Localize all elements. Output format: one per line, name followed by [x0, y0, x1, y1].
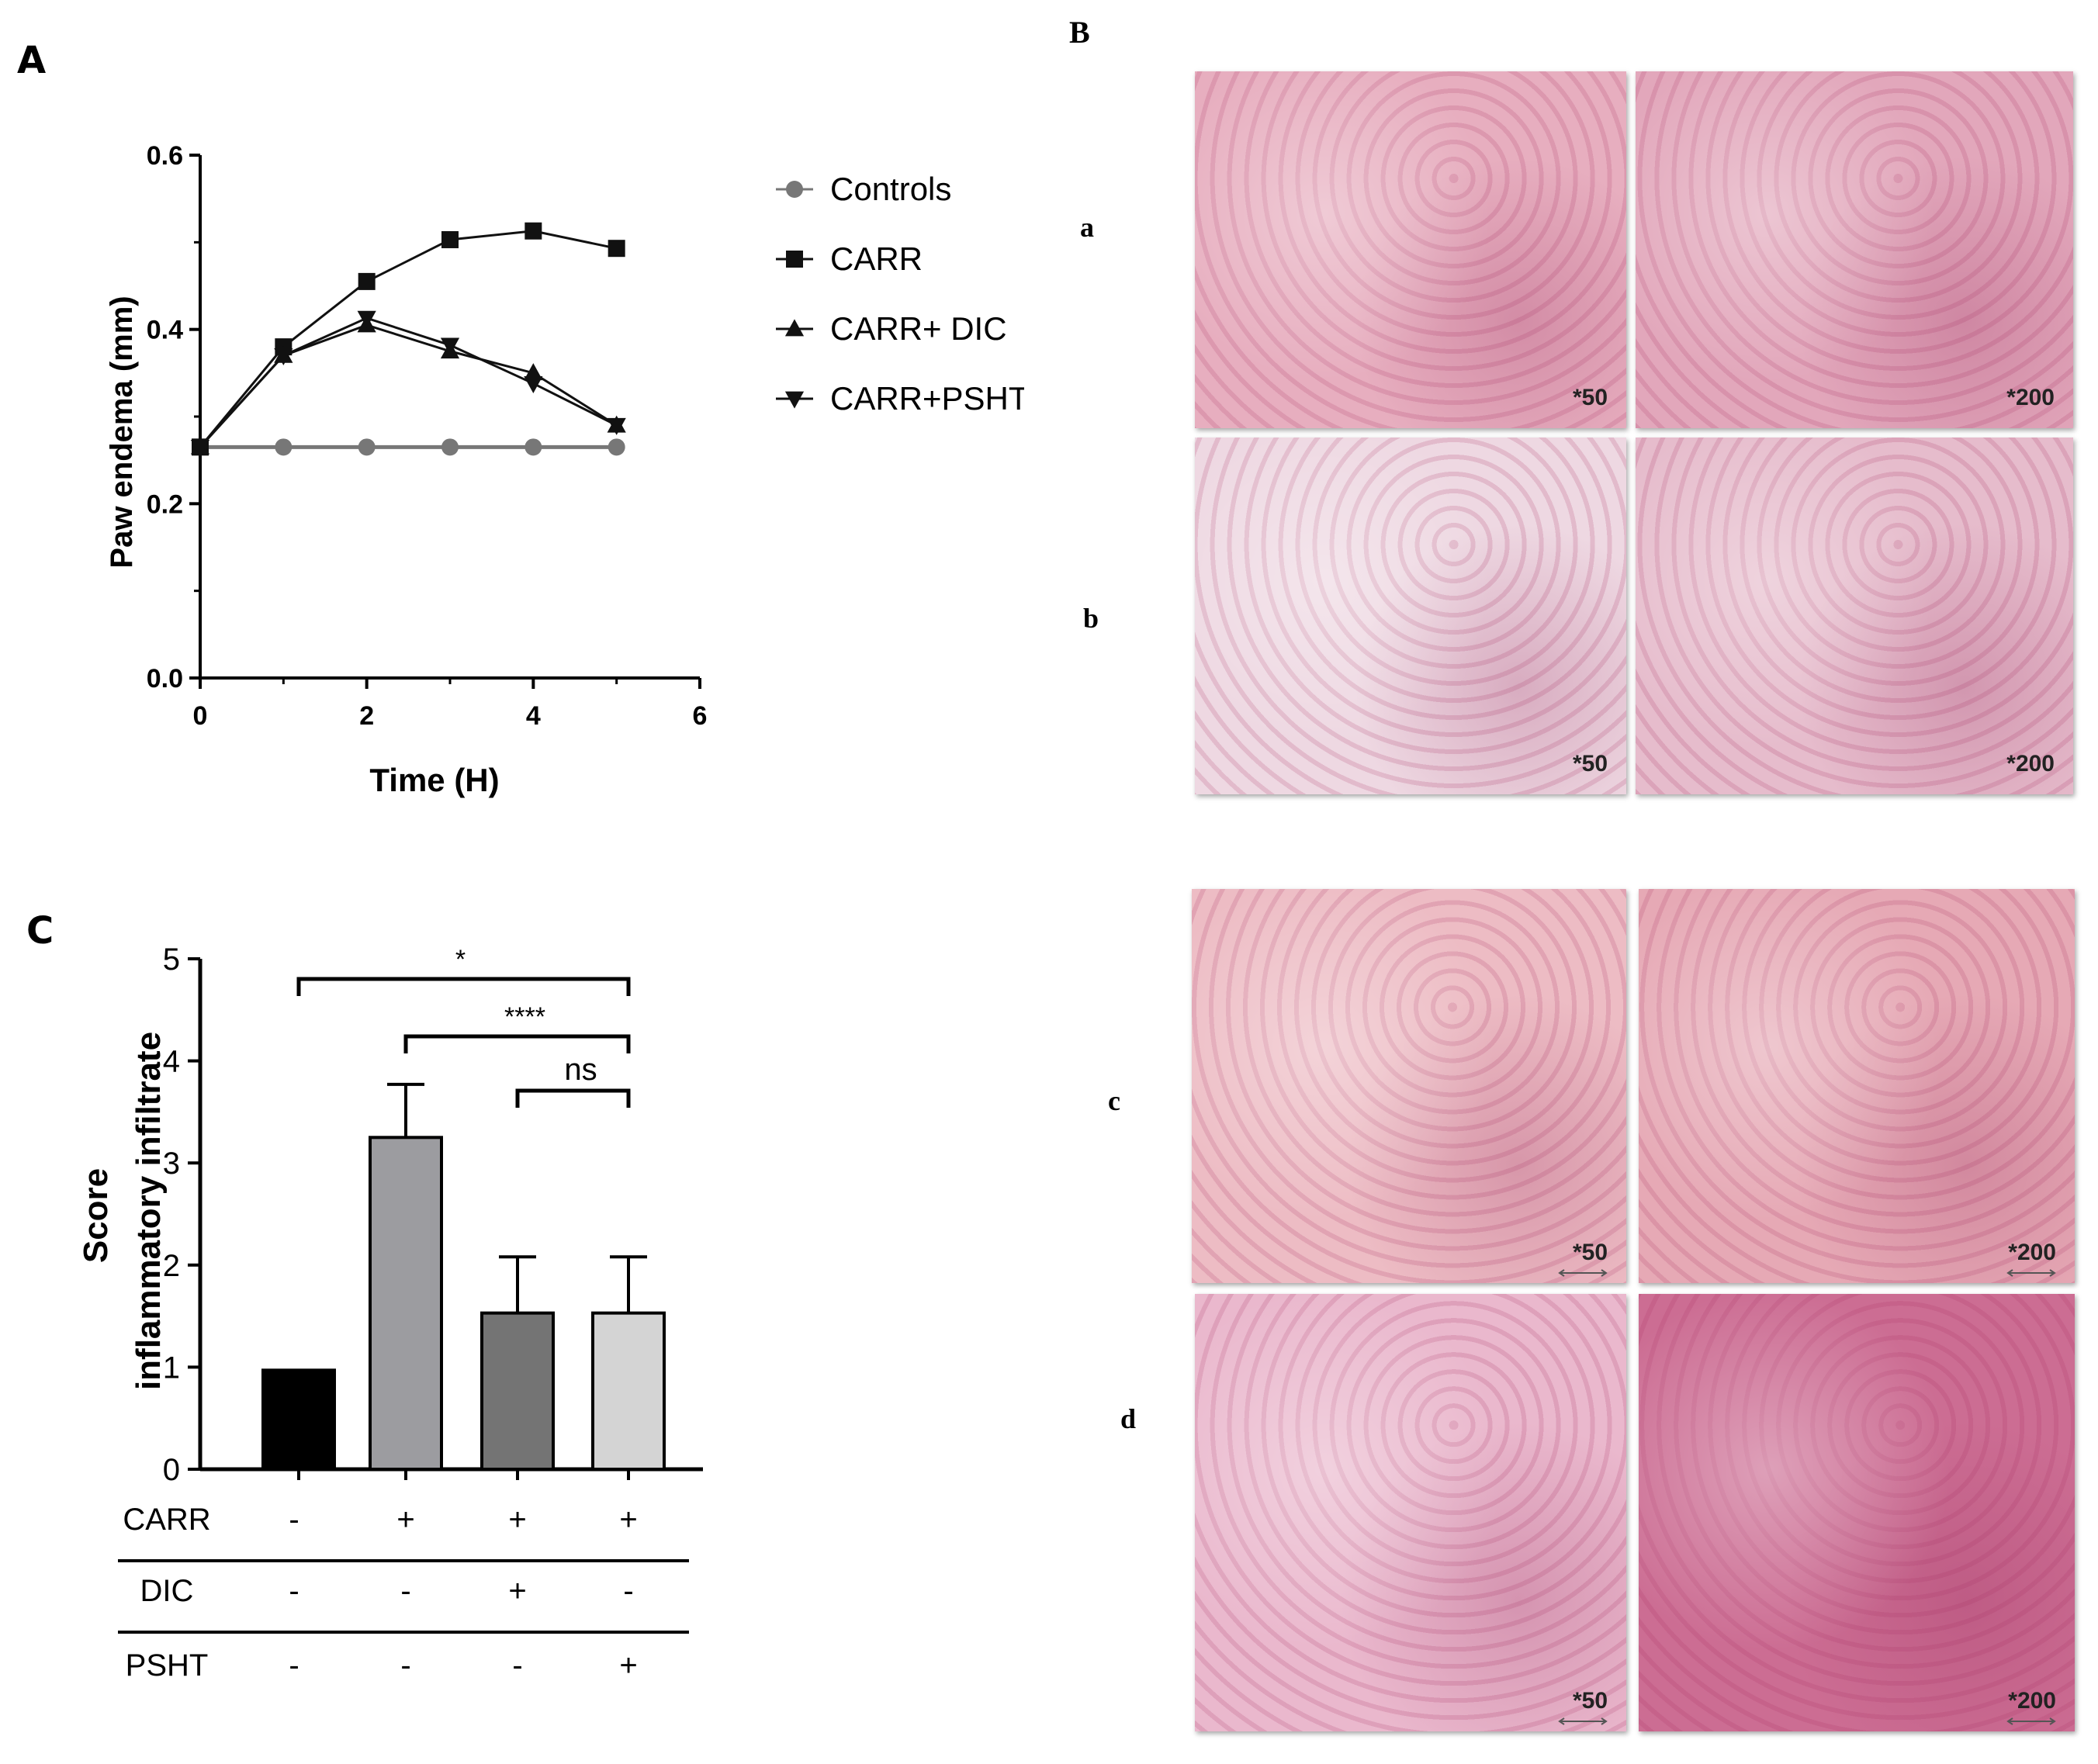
micrograph-b-x50: *50 [1195, 438, 1626, 794]
y-tick-label: 0.6 [147, 141, 183, 171]
treatment-value: - [400, 1574, 410, 1608]
y-axis-title-line2: inflammatory infiltrate [130, 1032, 168, 1390]
legend-label: CARR+PSHT [830, 380, 1024, 417]
legend-marker [786, 181, 803, 198]
treatment-value: + [619, 1503, 637, 1537]
scale-bar [1558, 1269, 1608, 1277]
bar [369, 1136, 443, 1472]
significance-bracket [515, 1088, 631, 1108]
magnification-label: *50 [1572, 751, 1608, 777]
data-point [440, 337, 460, 355]
significance-label: * [455, 945, 466, 974]
data-point [358, 272, 376, 290]
magnification-label: *50 [1572, 1240, 1608, 1265]
series-line [199, 316, 618, 448]
x-tick-label: 0 [193, 701, 208, 731]
micrograph-a-x50: *50 [1195, 71, 1626, 428]
micrograph-c-x50: *50 [1192, 889, 1626, 1283]
treatment-value: - [512, 1648, 522, 1683]
treatment-value: + [508, 1503, 526, 1537]
legend-label: CARR+ DIC [830, 310, 1007, 347]
data-point [524, 363, 543, 381]
y-tick-label: 1 [163, 1351, 180, 1385]
treatment-value: - [289, 1503, 299, 1537]
legend-label: CARR [830, 240, 923, 277]
legend-marker [784, 319, 805, 337]
data-point [358, 438, 376, 456]
treatment-row-label: DIC [140, 1574, 194, 1608]
data-point [190, 439, 210, 457]
data-point [524, 375, 543, 393]
data-point [441, 230, 459, 248]
series-line [199, 230, 617, 448]
data-point [524, 438, 542, 456]
magnification-label: *200 [2006, 385, 2055, 410]
legend-marker [786, 251, 803, 268]
significance-label: ns [564, 1053, 597, 1087]
x-tick-label: 2 [359, 701, 374, 731]
x-tick-label: 4 [526, 701, 541, 731]
magnification-label: *50 [1572, 1688, 1608, 1714]
data-point [275, 438, 293, 456]
micrograph-d-x200: *200 [1639, 1294, 2075, 1731]
treatment-value: + [619, 1648, 637, 1683]
magnification-label: *200 [2008, 1688, 2056, 1714]
row-label-d: d [1120, 1403, 1137, 1434]
data-point [608, 240, 625, 258]
treatment-value: - [623, 1574, 633, 1608]
panel-c-label: C [26, 909, 54, 953]
x-axis-title: Time (H) [369, 762, 499, 798]
micrograph-d-x50: *50 [1195, 1294, 1626, 1731]
scale-bar [2006, 1717, 2056, 1725]
data-point [607, 417, 626, 435]
treatment-value: - [400, 1648, 410, 1683]
y-tick-label: 3 [163, 1147, 180, 1181]
scale-bar [2006, 1269, 2056, 1277]
treatment-value: + [508, 1574, 526, 1608]
treatment-row-label: CARR [123, 1503, 210, 1537]
y-tick-label: 4 [163, 1045, 180, 1079]
row-label-b: b [1083, 603, 1099, 634]
y-tick-label: 0.0 [147, 664, 183, 693]
row-label-c: c [1108, 1085, 1120, 1116]
significance-bracket [403, 1034, 631, 1053]
legend-marker [784, 391, 805, 409]
y-axis-title: Paw endema (mm) [105, 296, 139, 568]
magnification-label: *200 [2008, 1240, 2056, 1265]
y-tick-label: 0.2 [147, 489, 183, 519]
panel-a-label: A [17, 39, 47, 82]
data-point [524, 222, 542, 240]
micrograph-c-x200: *200 [1639, 889, 2075, 1283]
magnification-label: *50 [1572, 385, 1608, 410]
data-point [274, 348, 293, 366]
treatment-row-label: PSHT [126, 1648, 209, 1683]
treatment-value: - [289, 1648, 299, 1683]
data-point [357, 310, 376, 328]
micrograph-b-x200: *200 [1636, 438, 2073, 794]
scale-bar [1558, 1717, 1608, 1725]
bar [480, 1311, 555, 1471]
magnification-label: *200 [2006, 751, 2055, 777]
significance-label: **** [504, 1002, 545, 1032]
legend-label: Controls [830, 171, 951, 207]
paw-edema-line-chart: 0.0 0.2 0.4 0.6 0 2 4 6 Time (H) Paw endema (mm) C… [105, 141, 1024, 798]
y-tick-label: 0.4 [147, 316, 183, 345]
bar [591, 1311, 666, 1471]
panel-b-label: B [1069, 15, 1090, 50]
micrograph-a-x200: *200 [1636, 71, 2073, 428]
y-tick-label: 5 [163, 943, 180, 977]
treatment-value: - [289, 1574, 299, 1608]
x-tick-label: 6 [693, 701, 708, 731]
row-label-a: a [1080, 212, 1094, 243]
y-tick-label: 2 [163, 1249, 180, 1283]
data-point [441, 438, 459, 456]
y-tick-label: 0 [163, 1453, 180, 1487]
y-axis-title-line1: Score [77, 1168, 115, 1263]
bar [261, 1368, 336, 1472]
data-point [608, 438, 625, 456]
treatment-value: + [396, 1503, 414, 1537]
significance-bracket [296, 977, 631, 996]
